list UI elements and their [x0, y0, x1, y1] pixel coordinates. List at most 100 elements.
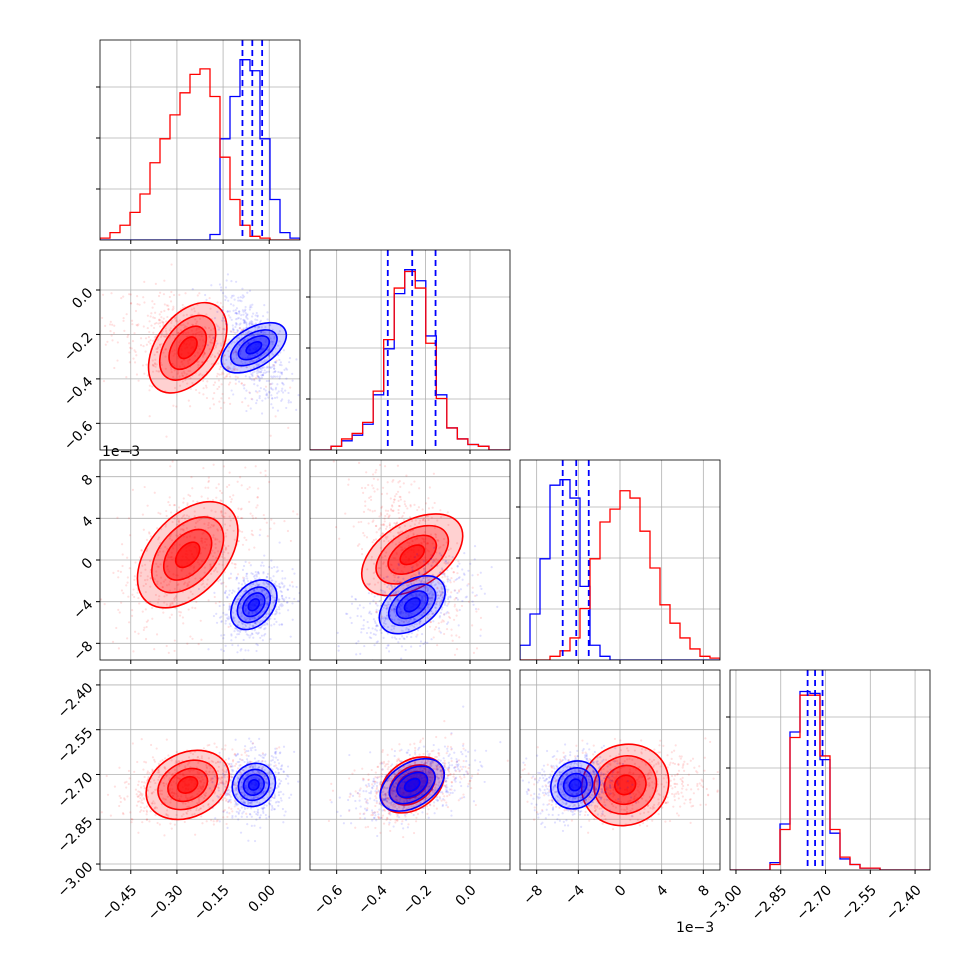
- scatter-point-red: [144, 568, 147, 571]
- scatter-point-red: [163, 766, 166, 769]
- scatter-point-red: [376, 478, 380, 481]
- scatter-point-blue: [278, 358, 281, 362]
- scatter-point-blue: [400, 645, 403, 648]
- scatter-point-red: [366, 582, 369, 586]
- scatter-point-red: [430, 565, 433, 568]
- scatter-point-red: [200, 638, 203, 641]
- scatter-point-red: [164, 327, 167, 330]
- scatter-point-blue: [245, 316, 248, 319]
- scatter-point-red: [223, 354, 227, 357]
- scatter-point-blue: [410, 635, 413, 639]
- scatter-point-red: [160, 343, 163, 346]
- scatter-point-red: [360, 520, 363, 524]
- scatter-point-blue: [230, 389, 233, 392]
- scatter-point-red: [178, 777, 181, 780]
- scatter-point-red: [150, 802, 154, 805]
- scatter-point-blue: [241, 362, 244, 366]
- scatter-point-blue: [242, 310, 245, 313]
- scatter-point-red: [400, 426, 402, 428]
- scatter-point-red: [471, 624, 474, 627]
- scatter-point-blue: [223, 312, 226, 316]
- scatter-point-red: [189, 751, 192, 754]
- scatter-point-blue: [399, 594, 402, 597]
- scatter-point-red: [397, 481, 400, 484]
- scatter-point-red: [183, 514, 186, 517]
- scatter-point-red: [193, 565, 196, 568]
- scatter-point-red: [168, 777, 171, 780]
- scatter-point-blue: [232, 304, 235, 307]
- scatter-point-blue: [224, 622, 227, 625]
- scatter-point-blue: [277, 801, 281, 804]
- scatter-point-blue: [250, 320, 253, 323]
- scatter-point-blue: [256, 352, 259, 356]
- scatter-point-blue: [420, 600, 423, 603]
- scatter-point-blue: [268, 802, 271, 806]
- scatter-point-red: [226, 800, 230, 804]
- scatter-point-red: [402, 518, 406, 521]
- scatter-point-red: [159, 291, 162, 294]
- scatter-point-red: [187, 362, 190, 365]
- scatter-point-red: [148, 330, 151, 334]
- scatter-point-blue: [226, 310, 229, 313]
- scatter-point-red: [217, 362, 220, 365]
- scatter-point-red: [188, 358, 191, 361]
- scatter-point-red: [352, 525, 355, 528]
- scatter-point-red: [240, 328, 243, 331]
- scatter-point-blue: [248, 341, 251, 344]
- scatter-point-blue: [446, 597, 450, 601]
- scatter-point-red: [223, 362, 226, 365]
- scatter-point-red: [229, 436, 231, 438]
- scatter-point-blue: [420, 595, 424, 598]
- scatter-point-blue: [263, 359, 266, 362]
- scatter-point-blue: [244, 623, 247, 626]
- scatter-point-red: [479, 616, 483, 619]
- scatter-point-red: [216, 770, 220, 773]
- scatter-point-blue: [244, 609, 247, 612]
- scatter-point-red: [256, 496, 259, 499]
- scatter-point-blue: [226, 323, 229, 326]
- scatter-point-red: [173, 369, 176, 372]
- scatter-point-red: [224, 758, 227, 761]
- scatter-point-red: [153, 578, 156, 581]
- scatter-point-blue: [424, 584, 427, 588]
- scatter-point-red: [216, 372, 219, 375]
- scatter-point-blue: [447, 621, 450, 624]
- scatter-point-blue: [382, 621, 386, 625]
- scatter-point-blue: [423, 567, 426, 570]
- scatter-point-red: [378, 566, 381, 570]
- scatter-point-blue: [261, 347, 264, 350]
- scatter-point-red: [191, 769, 194, 772]
- scatter-point-blue: [261, 366, 264, 370]
- scatter-point-blue: [241, 294, 244, 297]
- scatter-point-blue: [434, 583, 437, 586]
- scatter-point-red: [147, 340, 150, 343]
- scatter-point-red: [142, 325, 145, 328]
- scatter-point-red: [159, 321, 162, 324]
- scatter-point-red: [187, 515, 191, 518]
- scatter-point-blue: [258, 614, 261, 617]
- scatter-point-red: [215, 375, 219, 378]
- scatter-point-red: [188, 770, 192, 773]
- scatter-point-blue: [259, 370, 263, 374]
- scatter-point-blue: [280, 623, 283, 626]
- scatter-point-red: [143, 579, 147, 582]
- scatter-point-blue: [234, 312, 237, 315]
- scatter-point-blue: [238, 606, 241, 609]
- scatter-point-blue: [246, 313, 249, 317]
- scatter-panel-p0-p2: [99, 436, 301, 661]
- scatter-point-blue: [261, 610, 264, 613]
- scatter-point-blue: [446, 575, 449, 578]
- scatter-point-blue: [248, 321, 251, 324]
- scatter-point-blue: [273, 599, 276, 602]
- scatter-point-red: [155, 347, 158, 351]
- scatter-point-blue: [430, 599, 433, 603]
- scatter-point-blue: [259, 320, 262, 324]
- scatter-point-red: [385, 525, 389, 528]
- scatter-point-red: [431, 561, 434, 564]
- scatter-point-blue: [444, 560, 447, 563]
- scatter-point-red: [184, 796, 188, 799]
- scatter-point-red: [160, 316, 163, 319]
- scatter-point-blue: [222, 603, 225, 607]
- scatter-point-blue: [258, 737, 261, 740]
- scatter-point-red: [444, 562, 448, 566]
